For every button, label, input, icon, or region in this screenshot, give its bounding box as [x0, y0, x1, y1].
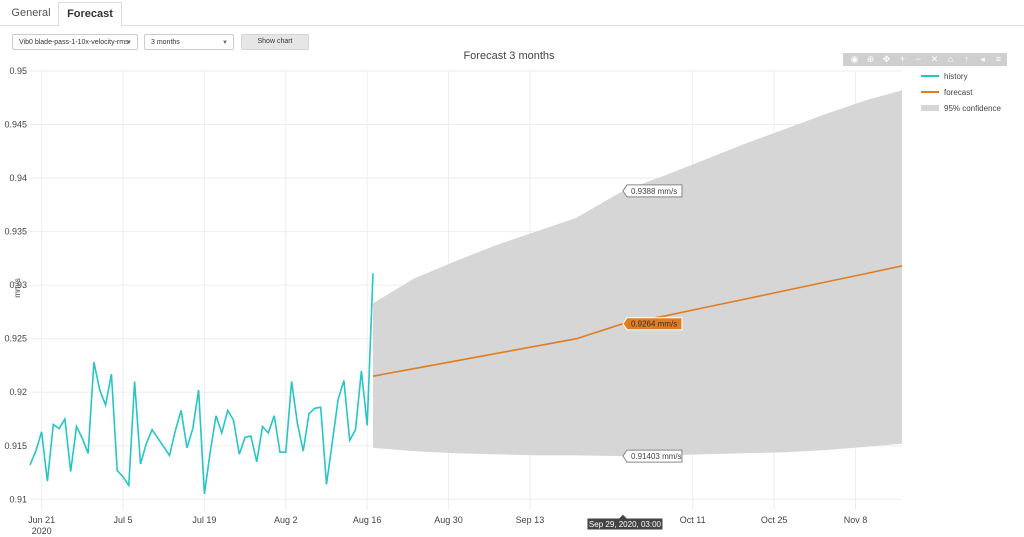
series-layer: [29, 90, 903, 495]
x-tick-label: Jul 19: [192, 515, 216, 525]
hover-upper-label: 0.9388 mm/s: [622, 184, 683, 198]
hover-x-label-box: [586, 513, 664, 531]
y-tick-label: 0.93: [9, 280, 27, 290]
legend-label: history: [944, 72, 968, 81]
x-tick-label: Jun 21: [28, 515, 55, 525]
confidence-band: [373, 90, 902, 457]
x-tick-label: Aug 16: [353, 515, 382, 525]
tab-bar: General Forecast: [0, 0, 1024, 27]
x-tick-label: Nov 8: [844, 515, 868, 525]
y-tick-label: 0.91: [9, 494, 27, 504]
hover-x-label: Sep 29, 2020, 03:00: [586, 513, 664, 531]
home-icon[interactable]: ⌂: [947, 54, 954, 64]
hover-forecast-label-box: [622, 317, 683, 331]
x-tick-label: Oct 25: [761, 515, 788, 525]
y-tick-label: 0.915: [4, 441, 27, 451]
legend-label: forecast: [944, 88, 973, 97]
hover-lower-label-text: 0.91403 mm/s: [631, 452, 682, 461]
pan-icon[interactable]: ✥: [882, 54, 891, 64]
hover-x-label-text: Sep 29, 2020, 03:00: [589, 520, 662, 529]
y-tick-label: 0.925: [4, 334, 27, 344]
x-tick-label: Oct 11: [680, 515, 706, 525]
hover-labels: 0.9388 mm/s 0.9264 mm/s 0.91403 mm/s Sep 29…: [586, 184, 683, 531]
tab-forecast[interactable]: Forecast: [58, 2, 122, 27]
hover-forecast-label-text: 0.9264 mm/s: [631, 320, 677, 329]
y-tick-label: 0.92: [9, 387, 27, 397]
parameter-select[interactable]: Vib0 blade-pass-1-10x-velocity-rms ▼: [12, 34, 138, 50]
x-tick-label: Sep 13: [516, 515, 545, 525]
hover-lower-label: 0.91403 mm/s: [622, 449, 683, 463]
spike-lines-icon[interactable]: ↑: [964, 54, 969, 64]
legend-swatch-confidence: [921, 105, 939, 111]
history-line: [29, 273, 374, 495]
y-axis-ticks: 0.91 0.915 0.92 0.925 0.93 0.935 0.94 0.945 0.95: [4, 66, 27, 504]
y-tick-label: 0.945: [4, 120, 27, 130]
period-select[interactable]: 3 months ▼: [144, 34, 234, 50]
y-axis-label: mm/s: [13, 278, 22, 298]
chart-modebar: ◉ ⊕ ✥ + − ✕ ⌂ ↑ ◂ ≡: [843, 53, 1007, 66]
y-tick-label: 0.935: [4, 227, 27, 237]
y-tick-label: 0.95: [9, 66, 27, 76]
hover-upper-label-box: [622, 184, 683, 198]
x-tick-label: Jul 5: [114, 515, 133, 525]
show-chart-button[interactable]: Show chart: [241, 34, 309, 50]
hover-lower-label-box: [622, 449, 683, 463]
hover-forecast-label: 0.9264 mm/s: [622, 317, 683, 331]
x-tick-label: Aug 2: [274, 515, 298, 525]
hover-upper-label-text: 0.9388 mm/s: [631, 187, 677, 196]
chevron-down-icon: ▼: [126, 40, 132, 46]
zoom-icon[interactable]: ⊕: [866, 54, 875, 64]
autoscale-icon[interactable]: ✕: [930, 54, 939, 64]
parameter-select-value: Vib0 blade-pass-1-10x-velocity-rms: [19, 39, 129, 46]
x-tick-label: Aug 30: [434, 515, 463, 525]
chevron-down-icon: ▼: [222, 40, 228, 46]
hover-closest-icon[interactable]: ◂: [980, 54, 985, 64]
hover-compare-icon[interactable]: ≡: [995, 54, 1002, 64]
period-select-value: 3 months: [151, 39, 180, 46]
camera-icon[interactable]: ◉: [850, 54, 859, 64]
tab-general[interactable]: General: [11, 7, 51, 19]
chart-title: Forecast 3 months: [463, 50, 555, 62]
y-tick-label: 0.94: [9, 173, 27, 183]
x-tick-sublabel: 2020: [32, 526, 52, 536]
legend: history forecast 95% confidence: [921, 72, 1001, 113]
legend-label: 95% confidence: [944, 104, 1001, 113]
zoom-in-icon[interactable]: +: [899, 54, 906, 64]
zoom-out-icon[interactable]: −: [915, 54, 922, 64]
